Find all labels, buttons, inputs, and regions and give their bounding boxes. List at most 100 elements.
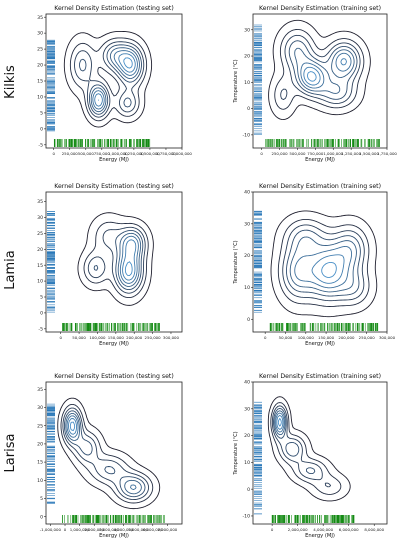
contour-level [294,47,355,94]
y-tick-label: 30 [244,406,250,412]
row-label-lamia: Lamia [3,250,18,289]
contour-level [274,29,365,110]
contour-level [92,50,138,110]
x-axis-label: Energy (MJ) [305,341,335,347]
y-tick-label: 30 [244,221,250,227]
y-tick-label: -5 [38,326,43,332]
y-tick-label: 10 [244,80,250,86]
y-tick-label: 10 [244,285,250,291]
x-tick-label: 2,000,000 [84,527,104,532]
contour-level [77,212,154,306]
contour-group [77,212,154,306]
x-tick-label: 4,000,000 [313,527,333,532]
x-tick-label: 50,000 [72,335,86,340]
kde-panel: Kernel Density Estimation (testing set) 0… [37,5,192,163]
y-tick-label: 15 [37,79,43,85]
x-rug [269,323,379,331]
x-tick-label: 1,250,000 [124,151,144,156]
y-tick-label: 10 [37,478,43,484]
chart-title: Kernel Density Estimation (testing set) [54,373,174,380]
y-rug [47,403,55,504]
panels: Kernel Density Estimation (testing set) 0… [37,5,397,539]
x-tick-label: 100,000 [298,335,315,340]
x-tick-label: 250,000 [62,151,79,156]
x-tick-label: 0 [64,527,67,532]
y-tick-label: 35 [37,15,43,21]
contour-level [62,407,150,501]
y-tick-label: 5 [40,295,43,301]
x-tick-label: 250,000 [271,151,288,156]
row-label-larisa: Larisa [3,434,18,473]
x-tick-label: 6,000,000 [339,527,359,532]
x-tick-label: 8,000,000 [364,527,384,532]
contour-level [273,407,316,475]
contour-group [268,19,371,120]
contour-level [83,221,149,299]
row-label-text: Lamia [3,250,18,289]
contour-level [66,415,137,491]
contour-level [294,246,353,289]
chart-title: Kernel Density Estimation (training set) [259,183,381,190]
y-tick-label: 0 [40,126,43,132]
chart-title: Kernel Density Estimation (training set) [259,373,381,380]
x-tick-label: 500,000 [78,151,95,156]
y-tick-label: -10 [242,514,250,520]
x-tick-label: 6,000,000 [143,527,163,532]
x-tick-label: 3,000,000 [99,527,119,532]
contour-level [60,403,154,504]
contour-level [119,235,139,284]
contour-level [69,421,76,432]
y-tick-label: 15 [37,263,43,269]
x-tick-label: 750,000 [307,151,324,156]
x-axis-label: Energy (MJ) [305,533,335,539]
x-tick-label: 150,000 [108,335,125,340]
x-tick-label: 150,000 [318,335,335,340]
y-rug [254,24,262,135]
contour-level [68,418,77,435]
kde-panel: Kernel Density Estimation (testing set) -… [37,373,183,539]
plot-area [45,191,183,333]
contour-group [270,210,378,318]
contour-level [117,232,142,287]
y-tick-label: 25 [37,423,43,429]
contour-level [87,226,146,294]
contour-level [282,224,365,302]
y-rug [254,401,262,515]
y-tick-label: 35 [37,199,43,205]
x-tick-label: 300,000 [379,335,396,340]
x-tick-label: 1,000,000 [323,151,343,156]
x-axis-label: Energy (MJ) [305,157,335,163]
plot-area [45,381,183,525]
x-tick-label: 7,000,000 [157,527,177,532]
y-tick-label: 20 [37,247,43,253]
contour-level [311,254,345,284]
y-tick-label: 40 [244,380,250,386]
x-tick-label: 2,000,000 [288,527,308,532]
contour-level [300,52,352,89]
contour-level [98,57,133,101]
x-tick-label: 200,000 [126,335,143,340]
contour-level [270,210,378,318]
x-tick-label: 4,000,000 [114,527,134,532]
x-tick-label: 250,000 [145,335,162,340]
y-tick-label: 20 [244,433,250,439]
contour-level [270,402,342,495]
contour-level [63,410,146,498]
y-tick-label: 20 [244,253,250,259]
x-tick-label: 250,000 [359,335,376,340]
y-tick-label: 30 [37,215,43,221]
contour-level [289,236,357,293]
y-tick-label: 10 [244,460,250,466]
contour-level [69,37,148,122]
kde-panel: Kernel Density Estimation (training set)… [233,373,388,539]
x-tick-label: 2,000,000 [172,151,192,156]
y-tick-label: 15 [37,460,43,466]
y-tick-label: 25 [37,47,43,53]
contour-level [79,44,142,115]
x-tick-label: 1,250,000 [341,151,361,156]
x-tick-label: 100,000 [89,335,106,340]
x-tick-label: 1,750,000 [377,151,397,156]
x-rug [53,139,151,147]
x-tick-label: 750,000 [94,151,111,156]
